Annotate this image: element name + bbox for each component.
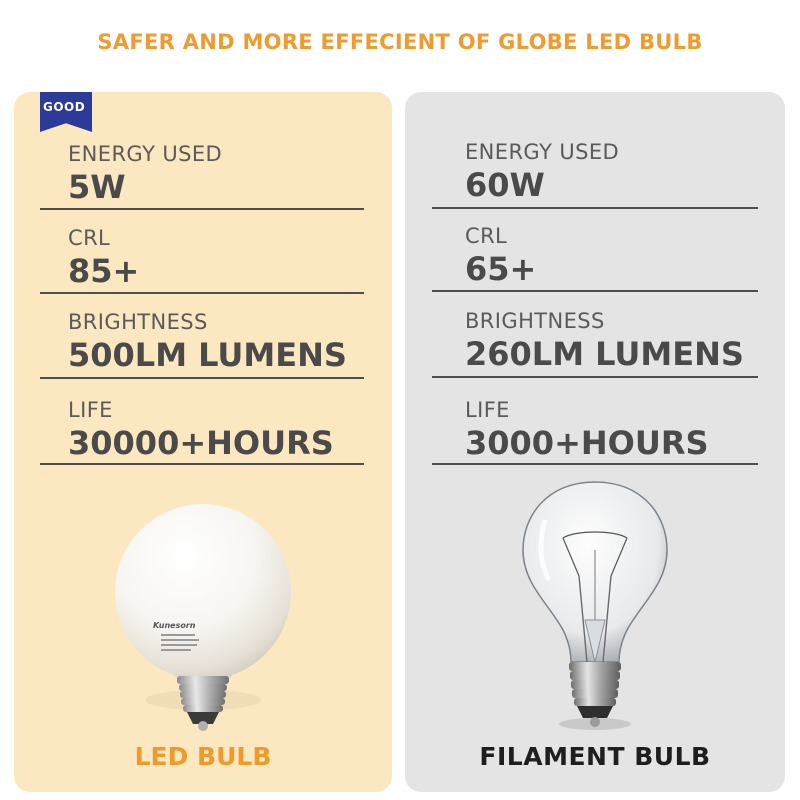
filament-spec-crl: CRL 65+ [465, 223, 536, 287]
spec-value: 85+ [68, 252, 140, 290]
spec-value: 30000+HOURS [68, 424, 334, 462]
spec-label: LIFE [465, 398, 510, 422]
spec-value: 260LM LUMENS [465, 335, 744, 373]
filament-spec-brightness: BRIGHTNESS 260LM LUMENS [465, 308, 744, 372]
spec-label: CRL [465, 224, 508, 248]
spec-label: ENERGY USED [465, 140, 620, 164]
led-spec-energy: ENERGY USED 5W [68, 141, 222, 205]
divider [432, 290, 758, 292]
headline: SAFER AND MORE EFFECIENT OF GLOBE LED BU… [97, 30, 703, 54]
divider [40, 463, 364, 465]
led-spec-brightness: BRIGHTNESS 500LM LUMENS [68, 309, 347, 373]
bulb-brand-text: Kunesorn [153, 621, 196, 630]
divider [432, 376, 758, 378]
led-spec-crl: CRL 85+ [68, 225, 139, 289]
filament-bulb-caption: FILAMENT BULB [479, 742, 711, 771]
divider [40, 377, 364, 379]
led-bulb-caption: LED BULB [134, 742, 272, 771]
divider [432, 463, 758, 465]
led-globe-bulb-image: Kunesorn [115, 504, 291, 731]
spec-value: 500LM LUMENS [68, 336, 347, 374]
spec-label: LIFE [68, 398, 113, 422]
spec-value: 3000+HOURS [465, 424, 709, 462]
filament-spec-life: LIFE 3000+HOURS [465, 397, 709, 461]
spec-label: BRIGHTNESS [465, 309, 605, 333]
spec-label: BRIGHTNESS [68, 310, 208, 334]
divider [40, 292, 364, 294]
divider [432, 207, 758, 209]
spec-value: 65+ [465, 250, 537, 288]
filament-bulb-image [522, 481, 668, 730]
spec-label: CRL [68, 226, 111, 250]
divider [40, 208, 364, 210]
led-spec-life: LIFE 30000+HOURS [68, 397, 334, 461]
spec-label: ENERGY USED [68, 142, 223, 166]
spec-value: 5W [68, 168, 126, 206]
filament-spec-energy: ENERGY USED 60W [465, 139, 619, 203]
spec-value: 60W [465, 166, 545, 204]
